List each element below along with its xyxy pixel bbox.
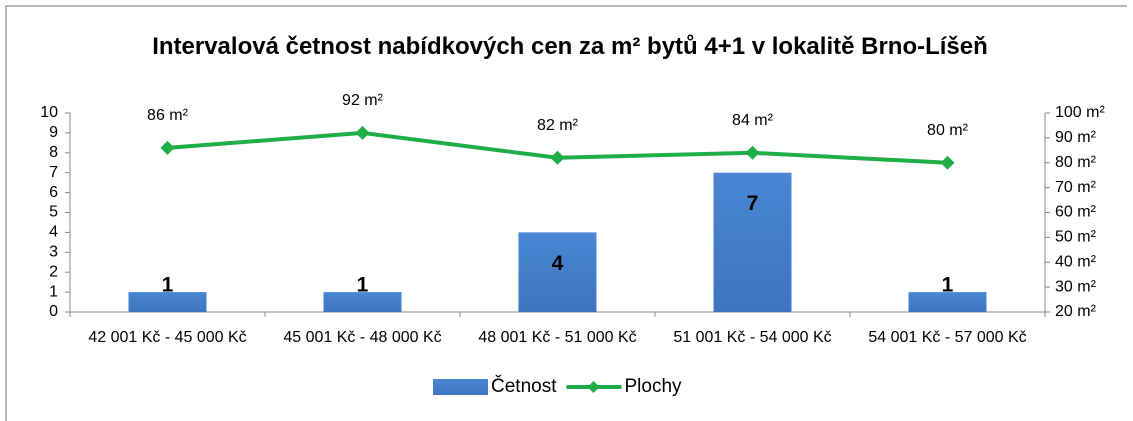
legend-marker bbox=[587, 381, 600, 393]
chart-title: Intervalová četnost nabídkových cen za m… bbox=[152, 33, 988, 60]
legend-label: Plochy bbox=[624, 376, 682, 397]
line-marker bbox=[745, 145, 760, 160]
y-tick-label: 3 bbox=[49, 244, 58, 261]
bar bbox=[323, 292, 402, 312]
line-value-label: 86 m² bbox=[147, 107, 189, 124]
y2-tick-label: 60 m² bbox=[1055, 204, 1097, 221]
y-tick-label: 0 bbox=[49, 303, 58, 320]
x-tick-label: 42 001 Kč - 45 000 Kč bbox=[88, 329, 246, 346]
bar bbox=[713, 172, 792, 312]
bar-value-label: 1 bbox=[942, 274, 954, 297]
y-tick-label: 1 bbox=[49, 283, 58, 300]
x-tick-label: 45 001 Kč - 48 000 Kč bbox=[283, 329, 441, 346]
line-marker bbox=[160, 140, 175, 155]
bar-value-label: 4 bbox=[552, 252, 564, 275]
bar bbox=[908, 292, 987, 312]
y2-tick-label: 40 m² bbox=[1055, 253, 1097, 270]
y-tick-label: 8 bbox=[49, 144, 58, 161]
bar bbox=[128, 292, 207, 312]
x-tick-label: 51 001 Kč - 54 000 Kč bbox=[673, 329, 831, 346]
y2-tick-label: 70 m² bbox=[1055, 179, 1097, 196]
bar-value-label: 1 bbox=[162, 274, 174, 297]
bar-value-label: 1 bbox=[357, 274, 369, 297]
line-value-label: 80 m² bbox=[927, 122, 969, 139]
y2-tick-label: 30 m² bbox=[1055, 278, 1097, 295]
y-tick-label: 10 bbox=[40, 104, 58, 121]
legend-label: Četnost bbox=[491, 375, 557, 397]
line-value-label: 82 m² bbox=[537, 117, 579, 134]
y2-tick-label: 20 m² bbox=[1055, 303, 1097, 320]
frame bbox=[5, 5, 1127, 421]
x-tick-label: 48 001 Kč - 51 000 Kč bbox=[478, 329, 636, 346]
bar bbox=[518, 232, 597, 312]
line-marker bbox=[940, 155, 955, 170]
line-marker bbox=[355, 125, 370, 140]
y2-tick-label: 90 m² bbox=[1055, 129, 1097, 146]
y-tick-label: 7 bbox=[49, 164, 58, 181]
bar-value-label: 7 bbox=[747, 192, 759, 215]
y-tick-label: 9 bbox=[49, 124, 58, 141]
y2-tick-label: 100 m² bbox=[1055, 104, 1105, 121]
line-value-label: 92 m² bbox=[342, 92, 384, 109]
line-marker bbox=[550, 150, 565, 165]
y-tick-label: 4 bbox=[49, 224, 58, 241]
legend-swatch bbox=[433, 379, 488, 395]
y-tick-label: 6 bbox=[49, 184, 58, 201]
y2-tick-label: 50 m² bbox=[1055, 229, 1097, 246]
x-tick-label: 54 001 Kč - 57 000 Kč bbox=[868, 329, 1026, 346]
y2-tick-label: 80 m² bbox=[1055, 154, 1097, 171]
y-tick-label: 2 bbox=[49, 263, 58, 280]
line-value-label: 84 m² bbox=[732, 112, 774, 129]
y-tick-label: 5 bbox=[49, 204, 58, 221]
